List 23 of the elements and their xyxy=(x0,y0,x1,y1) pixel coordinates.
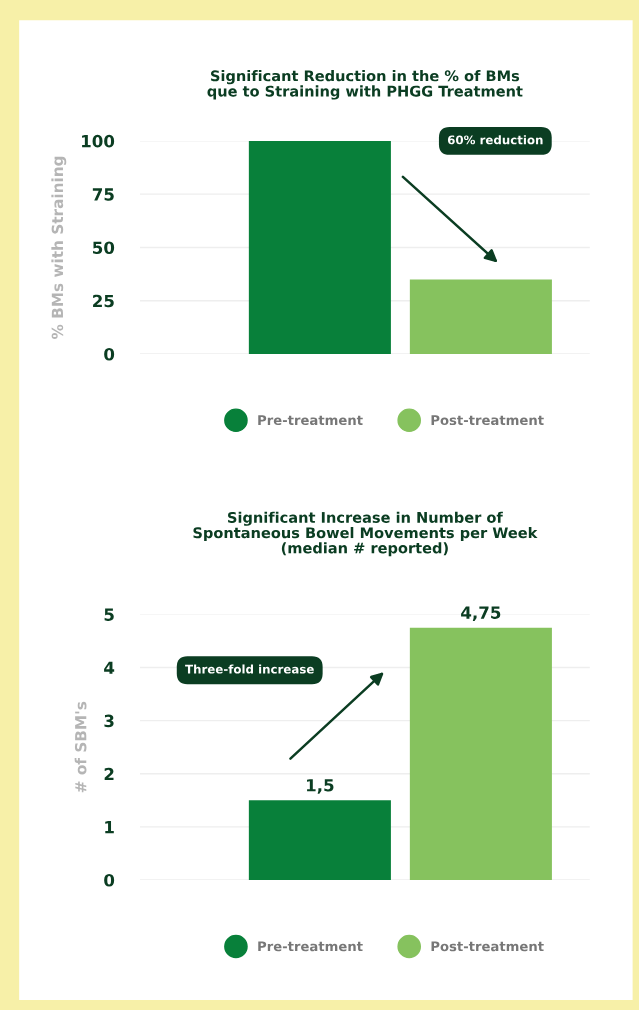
y-tick-label: 1 xyxy=(105,821,114,834)
y-tick-label: 0 xyxy=(104,873,115,887)
chart-title: Significant Increase in Number of Spontaneous Bowel Movements per Week (median # reported) xyxy=(193,511,538,557)
y-tick-label: 0 xyxy=(104,347,115,361)
y-tick-label: 75 xyxy=(92,188,114,201)
chart-title: Significant Reduction in the % of BMs que to Straining with PHGG Treatment xyxy=(207,70,523,100)
y-tick-label: 4 xyxy=(104,661,115,674)
y-axis-title: # of SBM's xyxy=(74,701,87,793)
y-tick-label: 3 xyxy=(104,714,114,728)
data-label: 4,75 xyxy=(461,606,501,622)
y-tick-label: 50 xyxy=(93,241,115,255)
legend-label: Pre-treatment xyxy=(258,941,363,952)
y-tick-label: 100 xyxy=(82,134,115,148)
y-axis-title: % BMs with Straining xyxy=(51,156,67,339)
y-tick-label: 25 xyxy=(93,294,114,308)
legend-label: Pre-treatment xyxy=(258,415,363,426)
annotation: 60% reduction xyxy=(447,135,543,145)
y-tick-label: 2 xyxy=(104,767,114,781)
y-tick-label: 5 xyxy=(104,608,114,621)
legend-label: Post-treatment xyxy=(431,415,544,426)
legend-label: Post-treatment xyxy=(431,941,544,952)
data-label: 1,5 xyxy=(307,779,334,794)
annotation: Three-fold increase xyxy=(185,664,314,674)
